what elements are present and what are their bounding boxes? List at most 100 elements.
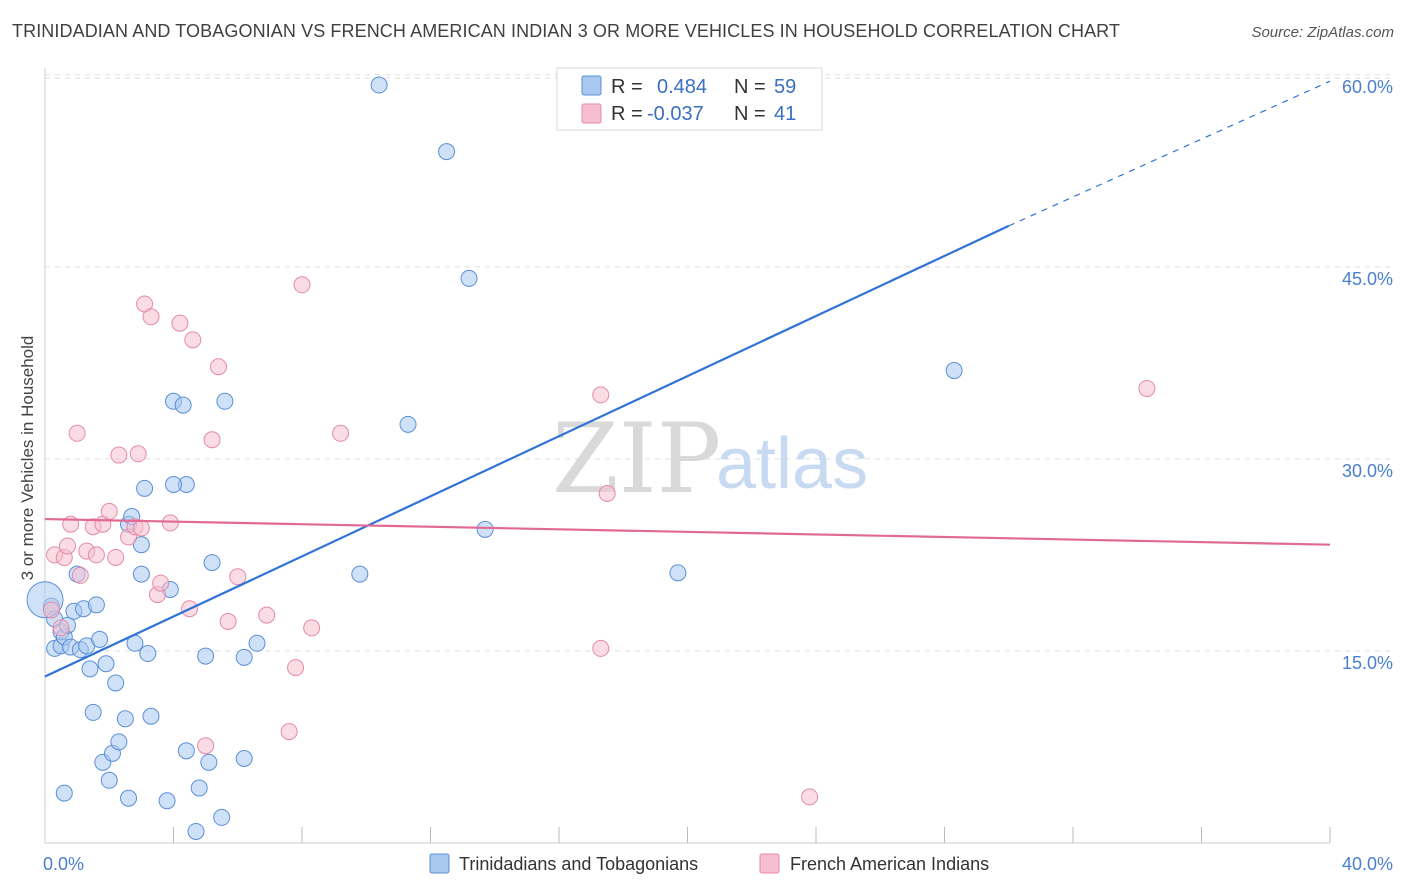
data-point-french-american-indian <box>171 314 189 332</box>
data-point-trinidadian <box>203 554 221 572</box>
data-point-trinidadian <box>235 749 253 767</box>
data-point-trinidadian <box>399 415 417 433</box>
trend-line-trinidadian-extension <box>1008 80 1331 227</box>
data-point-trinidadian <box>190 779 208 797</box>
data-point-trinidadian <box>197 647 215 665</box>
data-point-french-american-indian <box>129 445 147 463</box>
data-point-french-american-indian <box>229 568 247 586</box>
legend-swatch-blue <box>581 75 602 96</box>
data-point-trinidadian <box>116 710 134 728</box>
data-point-trinidadian <box>100 771 118 789</box>
legend-r-value-1: 0.484 <box>657 76 707 98</box>
data-point-french-american-indian <box>209 358 227 376</box>
x-tick-label-end: 40.0% <box>1342 854 1393 874</box>
data-point-french-american-indian <box>184 331 202 349</box>
data-point-french-american-indian <box>303 619 321 637</box>
data-point-french-american-indian <box>293 276 311 294</box>
data-point-trinidadian <box>438 143 456 161</box>
data-point-trinidadian <box>142 707 160 725</box>
data-point-french-american-indian <box>592 386 610 404</box>
data-point-french-american-indian <box>287 659 305 677</box>
data-point-trinidadian <box>81 660 99 678</box>
data-point-french-american-indian <box>592 639 610 657</box>
data-point-french-american-indian <box>71 566 89 584</box>
data-point-trinidadian <box>174 396 192 414</box>
legend-r-value-2: -0.037 <box>647 103 704 125</box>
x-tick-label-start: 0.0% <box>43 854 84 874</box>
data-point-trinidadian <box>107 674 125 692</box>
data-point-trinidadian <box>136 479 154 497</box>
series-trinidadians-points <box>26 76 963 840</box>
data-point-french-american-indian <box>280 723 298 741</box>
watermark: ZIP atlas <box>552 403 868 515</box>
data-point-trinidadian <box>158 792 176 810</box>
trend-line-french-american-indian <box>44 517 1331 546</box>
data-point-trinidadian <box>476 520 494 538</box>
series-legend-label-1: Trinidadians and Tobagonians <box>459 854 698 874</box>
data-point-french-american-indian <box>152 574 170 592</box>
data-point-trinidadian <box>669 564 687 582</box>
data-point-trinidadian <box>213 808 231 826</box>
data-point-trinidadian <box>91 630 109 648</box>
data-point-french-american-indian <box>197 737 215 755</box>
y-tick-label: 15.0% <box>1342 653 1393 673</box>
series-french-american-indians-points <box>42 276 1156 806</box>
data-point-french-american-indian <box>110 446 128 464</box>
data-point-french-american-indian <box>142 308 160 326</box>
data-point-trinidadian <box>55 784 73 802</box>
data-point-french-american-indian <box>68 424 86 442</box>
legend-r-label-1: R = <box>611 76 643 98</box>
trend-line-trinidadian <box>44 224 1010 678</box>
data-point-trinidadian <box>216 392 234 410</box>
legend-n-value-1: 59 <box>774 76 796 98</box>
data-point-french-american-indian <box>107 548 125 566</box>
series-legend: Trinidadians and Tobagonians French Amer… <box>429 853 989 874</box>
source-credit: Source: ZipAtlas.com <box>1251 24 1394 41</box>
y-tick-label: 45.0% <box>1342 269 1393 289</box>
watermark-atlas: atlas <box>716 424 868 504</box>
y-tick-label: 60.0% <box>1342 77 1393 97</box>
watermark-zip: ZIP <box>552 403 721 515</box>
data-point-trinidadian <box>132 565 150 583</box>
data-point-french-american-indian <box>258 606 276 624</box>
axes <box>44 68 1331 844</box>
correlation-legend: R = 0.484 N = 59 R = -0.037 N = 41 <box>556 67 823 131</box>
data-point-trinidadian <box>200 753 218 771</box>
data-point-trinidadian <box>132 536 150 554</box>
chart-title: TRINIDADIAN AND TOBAGONIAN VS FRENCH AME… <box>12 21 1121 41</box>
data-point-trinidadian <box>370 76 388 94</box>
series-legend-swatch-pink <box>759 853 780 874</box>
data-point-trinidadian <box>139 645 157 663</box>
data-point-trinidadian <box>165 476 182 494</box>
data-point-french-american-indian <box>132 519 150 537</box>
data-point-trinidadian <box>187 822 205 840</box>
series-legend-swatch-blue <box>429 853 450 874</box>
legend-swatch-pink <box>581 103 602 124</box>
legend-r-label-2: R = <box>611 103 643 125</box>
data-point-french-american-indian <box>52 619 70 637</box>
legend-n-label-1: N = <box>734 76 766 98</box>
data-point-french-american-indian <box>1138 379 1156 397</box>
tick-labels: 15.0% 30.0% 45.0% 60.0% 0.0% 40.0% <box>43 77 1393 874</box>
data-point-trinidadian <box>97 655 115 673</box>
data-point-french-american-indian <box>801 788 819 806</box>
data-point-trinidadian <box>351 565 369 583</box>
data-point-french-american-indian <box>100 502 118 520</box>
legend-n-value-2: 41 <box>774 103 796 125</box>
data-point-french-american-indian <box>219 613 237 631</box>
data-point-french-american-indian <box>332 424 350 442</box>
trend-lines <box>44 80 1331 678</box>
data-point-trinidadian <box>120 789 138 807</box>
data-point-trinidadian <box>235 648 253 666</box>
grid-lines <box>45 74 1395 652</box>
data-point-trinidadian <box>110 733 128 751</box>
legend-n-label-2: N = <box>734 103 766 125</box>
data-point-french-american-indian <box>42 601 60 619</box>
data-point-trinidadian <box>460 269 478 287</box>
data-point-trinidadian <box>84 703 102 721</box>
data-point-french-american-indian <box>203 431 221 449</box>
data-point-french-american-indian <box>87 546 105 564</box>
data-point-french-american-indian <box>161 514 179 532</box>
data-point-french-american-indian <box>58 537 76 555</box>
data-point-trinidadian <box>945 362 963 380</box>
